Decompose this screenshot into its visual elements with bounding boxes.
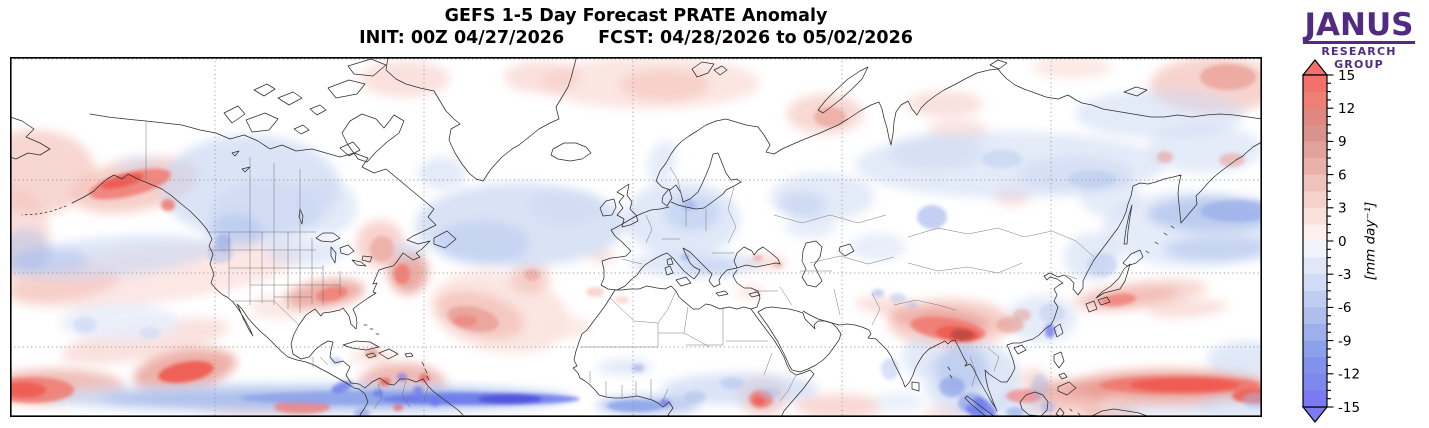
map-panel: [10, 57, 1262, 417]
title-line1: GEFS 1-5 Day Forecast PRATE Anomaly: [444, 6, 828, 26]
colorbar-panel: 15 12 9 6 3 0 -3 -6 -9 -12 -15: [1298, 58, 1378, 424]
colorbar-unit-label: [mm day⁻¹]: [1362, 201, 1378, 281]
colorbar-tick-label: -9: [1338, 333, 1351, 349]
janus-logo: JANUS RESEARCH GROUP: [1294, 10, 1424, 71]
logo-wordmark: JANUS: [1302, 7, 1416, 44]
country-borders: [145, 121, 1095, 410]
colorbar-tick-label: -15: [1338, 400, 1360, 416]
logo-subtitle: RESEARCH GROUP: [1321, 45, 1397, 71]
colorbar-tick-label: -12: [1338, 367, 1360, 383]
colorbar-tick-label: 15: [1338, 68, 1355, 84]
world-map: [10, 57, 1262, 417]
figure-title: GEFS 1-5 Day Forecast PRATE Anomaly INIT…: [10, 5, 1262, 49]
colorbar-tick-label: 12: [1338, 101, 1355, 117]
colorbar-tick-label: -3: [1338, 267, 1351, 283]
anomaly-field-cores: [10, 64, 1262, 417]
map-frame: [10, 57, 1262, 417]
colorbar-tick-label: 0: [1338, 234, 1347, 250]
colorbar-tick-label: 9: [1338, 134, 1347, 150]
fcst-text: FCST: 04/28/2026 to 05/02/2026: [598, 28, 913, 48]
colorbar-tick-label: 6: [1338, 167, 1347, 183]
colorbar-tick-label: -6: [1338, 300, 1351, 316]
colorbar: 15 12 9 6 3 0 -3 -6 -9 -12 -15: [1301, 59, 1360, 423]
colorbar-tick-label: 3: [1338, 201, 1347, 217]
coastlines: [10, 57, 1262, 417]
title-line2: INIT: 00Z 04/27/2026 FCST: 04/28/2026 to …: [10, 27, 1262, 49]
colorbar-unit: [mm day⁻¹]: [1355, 58, 1385, 424]
init-text: INIT: 00Z 04/27/2026: [359, 28, 565, 48]
